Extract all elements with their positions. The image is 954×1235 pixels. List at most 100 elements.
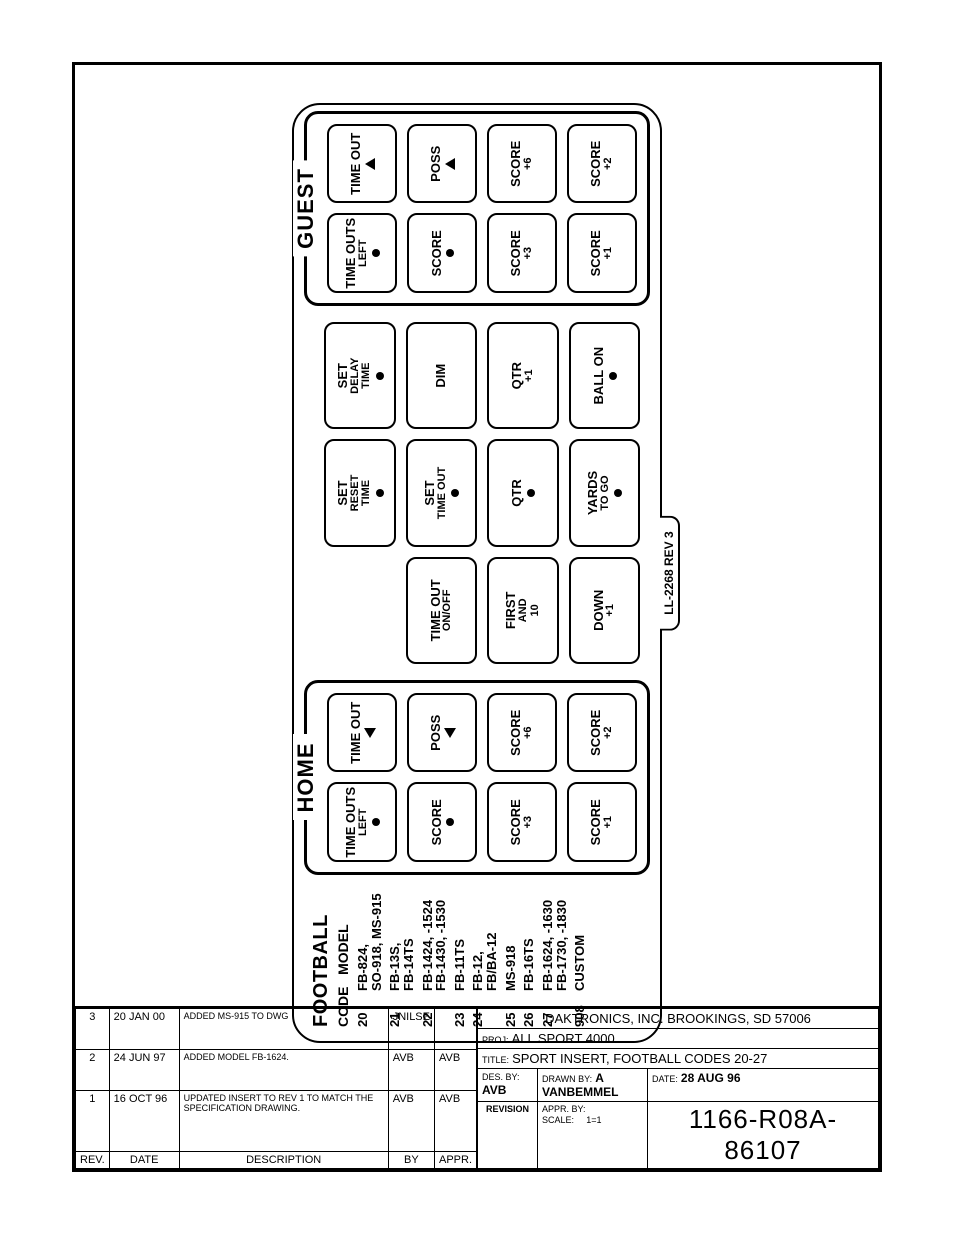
home-key-4[interactable]: SCORE+3 bbox=[487, 782, 557, 862]
scale-label: SCALE: bbox=[542, 1115, 574, 1125]
home-key-2[interactable]: SCORE bbox=[407, 782, 477, 862]
scale-value: 1=1 bbox=[586, 1115, 601, 1125]
center-key-11[interactable]: BALL ON bbox=[569, 322, 641, 429]
home-key-0[interactable]: TIME OUTSLEFT bbox=[327, 782, 397, 862]
dot-icon bbox=[527, 489, 535, 497]
revision-row-2: 116 OCT 96UPDATED INSERT TO REV 1 TO MAT… bbox=[76, 1091, 477, 1152]
home-group: HOME TIME OUTSLEFTTIME OUTSCOREPOSSSCORE… bbox=[304, 680, 650, 875]
title-label: TITLE: bbox=[482, 1055, 509, 1065]
center-key-10[interactable]: YARDSTO GO bbox=[569, 439, 641, 546]
guest-key-4[interactable]: SCORE+3 bbox=[487, 213, 557, 293]
home-legend: HOME bbox=[293, 734, 319, 820]
revision-row-1: 224 JUN 97ADDED MODEL FB-1624.AVBAVB bbox=[76, 1050, 477, 1091]
triangle-up-icon bbox=[365, 158, 375, 170]
drawing-number: 1166-R08A-86107 bbox=[648, 1102, 879, 1169]
dot-icon bbox=[446, 818, 454, 826]
center-key-7[interactable]: QTR bbox=[487, 439, 559, 546]
rev-header-date: DATE bbox=[109, 1152, 179, 1169]
guest-key-5[interactable]: SCORE+6 bbox=[487, 124, 557, 204]
proj-value: ALL SPORT 4000 bbox=[512, 1031, 615, 1046]
revision-table: 320 JAN 00ADDED MS-915 TO DWGJNILSE224 J… bbox=[75, 1008, 477, 1169]
guest-legend: GUEST bbox=[293, 160, 319, 257]
insert-rotator: LL-2268 REV 3 FOOTBALL CODE MODEL 20FB-8… bbox=[292, 103, 662, 1043]
dot-icon bbox=[372, 249, 380, 257]
center-key-4[interactable]: SETTIME OUT bbox=[406, 439, 478, 546]
drawing-info: DAKTRONICS, INC. BROOKINGS, SD 57006 PRO… bbox=[477, 1008, 879, 1169]
home-key-1[interactable]: TIME OUT bbox=[327, 693, 397, 773]
proj-label: PROJ: bbox=[482, 1035, 509, 1045]
date-value: 28 AUG 96 bbox=[681, 1071, 741, 1085]
center-key-6[interactable]: FIRSTAND10 bbox=[487, 557, 559, 664]
guest-key-1[interactable]: TIME OUT bbox=[327, 124, 397, 204]
model-value: CUSTOM bbox=[573, 889, 587, 991]
company-line: DAKTRONICS, INC. BROOKINGS, SD 57006 bbox=[478, 1009, 879, 1029]
desby-label: DES. BY: bbox=[482, 1072, 520, 1082]
revision-date: 16 OCT 96 bbox=[109, 1091, 179, 1152]
triangle-left-icon bbox=[364, 728, 376, 738]
home-key-6[interactable]: SCORE+1 bbox=[567, 782, 637, 862]
model-value: FB-16TS bbox=[522, 889, 536, 991]
revision-appr bbox=[434, 1009, 476, 1050]
codes-model-label: MODEL bbox=[335, 924, 351, 975]
insert-panel: LL-2268 REV 3 FOOTBALL CODE MODEL 20FB-8… bbox=[292, 103, 662, 1043]
dot-icon bbox=[609, 372, 617, 380]
revision-date: 20 JAN 00 bbox=[109, 1009, 179, 1050]
center-group: SETRESETTIME SETDELAYTIME TIME OUTON/OFF SE… bbox=[304, 318, 650, 668]
panel-tab: LL-2268 REV 3 bbox=[660, 515, 680, 630]
revision-desc: ADDED MODEL FB-1624. bbox=[179, 1050, 388, 1091]
revision-rev: 1 bbox=[76, 1091, 110, 1152]
center-key-0-blank bbox=[324, 557, 396, 664]
revision-rev: 2 bbox=[76, 1050, 110, 1091]
model-value: MS-918 bbox=[504, 889, 518, 991]
guest-key-0[interactable]: TIME OUTSLEFT bbox=[327, 213, 397, 293]
center-key-1[interactable]: SETRESETTIME bbox=[324, 439, 396, 546]
dot-icon bbox=[451, 489, 459, 497]
revision-desc: ADDED MS-915 TO DWG bbox=[179, 1009, 388, 1050]
apprby-label: APPR. BY: bbox=[542, 1104, 643, 1114]
dot-icon bbox=[446, 249, 454, 257]
center-key-8[interactable]: QTR+1 bbox=[487, 322, 559, 429]
dot-icon bbox=[372, 818, 380, 826]
model-value: FB-12, FB/BA-12 bbox=[471, 889, 498, 991]
guest-key-2[interactable]: SCORE bbox=[407, 213, 477, 293]
revision-by: AVB bbox=[388, 1091, 434, 1152]
dot-icon bbox=[376, 489, 384, 497]
center-key-9[interactable]: DOWN+1 bbox=[569, 557, 641, 664]
home-key-3[interactable]: POSS bbox=[407, 693, 477, 773]
revision-appr: AVB bbox=[434, 1091, 476, 1152]
title-value: SPORT INSERT, FOOTBALL CODES 20-27 bbox=[512, 1051, 767, 1066]
date-label: DATE: bbox=[652, 1074, 678, 1084]
revision-label: REVISION bbox=[482, 1104, 533, 1114]
rev-header-appr: APPR. bbox=[434, 1152, 476, 1169]
guest-key-6[interactable]: SCORE+1 bbox=[567, 213, 637, 293]
revision-by: AVB bbox=[388, 1050, 434, 1091]
guest-key-7[interactable]: SCORE+2 bbox=[567, 124, 637, 204]
desby-value: AVB bbox=[482, 1083, 506, 1097]
revision-appr: AVB bbox=[434, 1050, 476, 1091]
rev-header-by: BY bbox=[388, 1152, 434, 1169]
model-value: FB-11TS bbox=[453, 889, 467, 991]
title-block: 320 JAN 00ADDED MS-915 TO DWGJNILSE224 J… bbox=[75, 1006, 879, 1169]
guest-group: GUEST TIME OUTSLEFTTIME OUTSCOREPOSSSCOR… bbox=[304, 111, 650, 306]
center-key-2[interactable]: SETDELAYTIME bbox=[324, 322, 396, 429]
model-value: FB-824, SO-918, MS-915 bbox=[356, 889, 383, 991]
model-value: FB-1624, -1630 FB-1730, -1830 bbox=[541, 889, 568, 991]
rev-header-rev: REV. bbox=[76, 1152, 110, 1169]
rev-header-desc: DESCRIPTION bbox=[179, 1152, 388, 1169]
revision-row-0: 320 JAN 00ADDED MS-915 TO DWGJNILSE bbox=[76, 1009, 477, 1050]
center-key-5[interactable]: DIM bbox=[406, 322, 478, 429]
home-key-7[interactable]: SCORE+2 bbox=[567, 693, 637, 773]
triangle-left-icon bbox=[444, 728, 456, 738]
drawnby-label: DRAWN BY: bbox=[542, 1074, 592, 1084]
model-value: FB-1424, -1524 FB-1430, -1530 bbox=[421, 889, 448, 991]
home-key-5[interactable]: SCORE+6 bbox=[487, 693, 557, 773]
dot-icon bbox=[376, 372, 384, 380]
guest-key-3[interactable]: POSS bbox=[407, 124, 477, 204]
revision-desc: UPDATED INSERT TO REV 1 TO MATCH THE SPE… bbox=[179, 1091, 388, 1152]
revision-date: 24 JUN 97 bbox=[109, 1050, 179, 1091]
revision-rev: 3 bbox=[76, 1009, 110, 1050]
center-key-3[interactable]: TIME OUTON/OFF bbox=[406, 557, 478, 664]
drawing-frame: LL-2268 REV 3 FOOTBALL CODE MODEL 20FB-8… bbox=[72, 62, 882, 1172]
triangle-up-icon bbox=[445, 158, 455, 170]
revision-by: JNILSE bbox=[388, 1009, 434, 1050]
